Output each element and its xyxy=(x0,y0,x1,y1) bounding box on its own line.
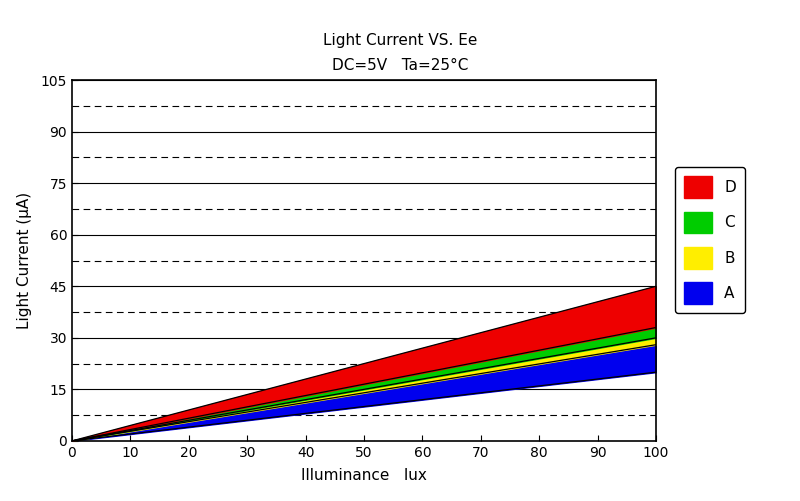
Text: DC=5V   Ta=25°C: DC=5V Ta=25°C xyxy=(332,58,468,73)
Legend: D, C, B, A: D, C, B, A xyxy=(675,167,745,313)
X-axis label: Illuminance   lux: Illuminance lux xyxy=(301,468,427,483)
Text: Light Current VS. Ee: Light Current VS. Ee xyxy=(323,33,477,48)
Y-axis label: Light Current (μA): Light Current (μA) xyxy=(18,192,33,329)
